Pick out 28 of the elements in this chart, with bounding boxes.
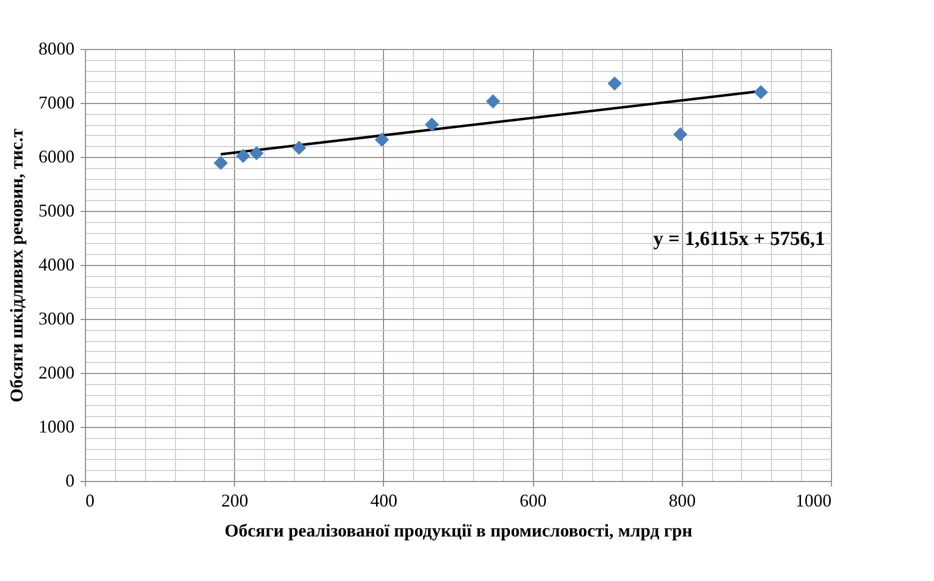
y-tick-label: 0	[66, 470, 74, 490]
point	[673, 127, 688, 142]
y-tick-label: 6000	[38, 146, 74, 166]
y-axis-title: Обсяги шкідливих речовин, тис.т	[6, 128, 26, 402]
point	[236, 148, 250, 163]
x-tick-label: 1000	[796, 490, 832, 510]
y-tick-label: 4000	[38, 254, 74, 274]
y-tick-label: 8000	[38, 38, 74, 58]
y-tick-label: 1000	[38, 416, 74, 436]
point	[374, 132, 389, 147]
y-tick-label: 5000	[38, 200, 74, 220]
y-tick-label: 7000	[38, 92, 74, 112]
annotation: y = 1,6115x + 5756,1	[653, 228, 825, 250]
x-tick-label: 800	[668, 490, 696, 510]
point	[754, 85, 768, 100]
x-tick-label: 600	[520, 490, 547, 510]
point	[486, 94, 500, 108]
x-tick-label: 400	[370, 490, 398, 510]
x-tick-label: 200	[221, 490, 248, 510]
point	[214, 156, 228, 170]
x-axis-title: Обсяги реалізованої продукції в промисловості, млрд грн	[224, 520, 692, 540]
point	[424, 118, 439, 132]
point	[250, 146, 264, 160]
point	[292, 140, 306, 155]
y-tick-label: 2000	[38, 362, 74, 382]
x-tick-label: 0	[86, 490, 94, 510]
y-tick-label: 3000	[38, 308, 74, 328]
point	[608, 76, 622, 91]
